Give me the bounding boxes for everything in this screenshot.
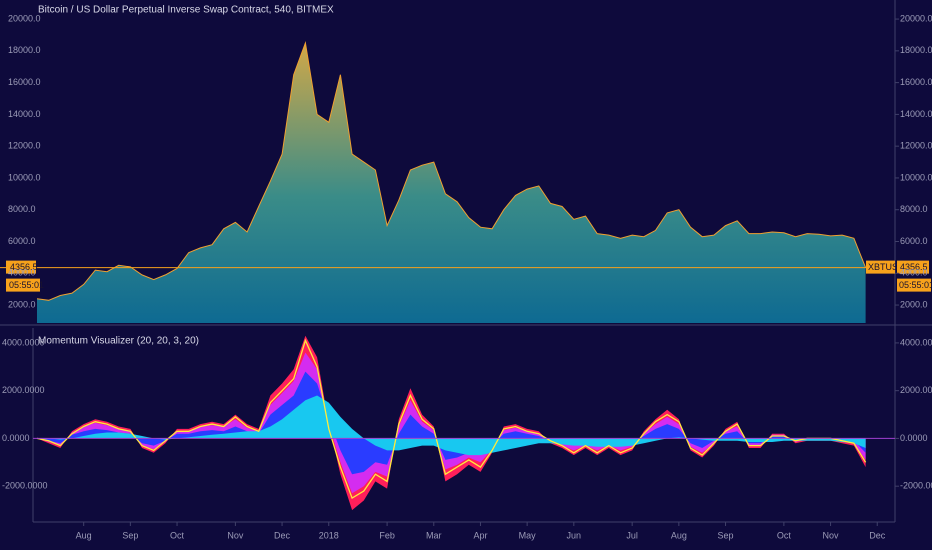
y-tick-label-left: 2000.0000 xyxy=(2,385,45,395)
y-tick-label-right: 10000.0 xyxy=(900,172,932,182)
y-tick-label-right: -2000.0000 xyxy=(900,481,932,491)
x-tick-label: Jun xyxy=(567,530,582,540)
x-tick-label: Nov xyxy=(823,530,840,540)
x-tick-label: Sep xyxy=(122,530,138,540)
y-tick-label-left: 14000.0 xyxy=(8,109,41,119)
y-tick-label-left: 6000.0 xyxy=(8,236,36,246)
x-tick-label: Oct xyxy=(777,530,792,540)
y-tick-label-right: 16000.0 xyxy=(900,77,932,87)
y-tick-label-left: 4000.0 xyxy=(8,268,36,278)
countdown-label-left: 05:55:01 xyxy=(9,280,44,290)
symbol-tag xyxy=(866,260,895,274)
x-tick-label: Nov xyxy=(227,530,244,540)
countdown-label-right: 05:55:01 xyxy=(899,280,932,290)
y-tick-label-left: 2000.0 xyxy=(8,299,36,309)
x-tick-label: 2018 xyxy=(319,530,339,540)
y-tick-label-right: 14000.0 xyxy=(900,109,932,119)
y-tick-label-left: 12000.0 xyxy=(8,141,41,151)
x-tick-label: Feb xyxy=(379,530,395,540)
y-tick-label-left: 20000.0 xyxy=(8,13,41,23)
price-area xyxy=(37,42,866,324)
momentum-area xyxy=(37,395,866,456)
y-tick-label-left: 16000.0 xyxy=(8,77,41,87)
x-tick-label: Aug xyxy=(76,530,92,540)
y-tick-label-right: 12000.0 xyxy=(900,141,932,151)
x-tick-label: Sep xyxy=(718,530,734,540)
momentum-area xyxy=(37,371,866,475)
y-tick-label-right: 4000.0000 xyxy=(900,337,932,347)
last-price-tag-left xyxy=(6,260,36,274)
momentum-area xyxy=(37,352,866,494)
y-tick-label-right: 18000.0 xyxy=(900,45,932,55)
last-price-label-right: 4356.5 xyxy=(900,262,928,272)
chart-title: Bitcoin / US Dollar Perpetual Inverse Sw… xyxy=(38,5,334,16)
price-line xyxy=(36,40,867,301)
y-tick-label-right: 4000.0 xyxy=(900,268,928,278)
momentum-line xyxy=(36,338,867,500)
x-tick-label: Apr xyxy=(473,530,487,540)
y-tick-label-right: 20000.0 xyxy=(900,13,932,23)
y-tick-label-left: 8000.0 xyxy=(8,204,36,214)
x-tick-label: Dec xyxy=(274,530,291,540)
x-tick-label: Aug xyxy=(671,530,687,540)
countdown-tag-right xyxy=(897,278,931,292)
y-tick-label-left: 10000.0 xyxy=(8,172,41,182)
last-price-label-left: 4356.5 xyxy=(10,262,38,272)
y-tick-label-left: -2000.0000 xyxy=(2,481,48,491)
last-price-tag-right xyxy=(897,260,929,274)
y-tick-label-right: 6000.0 xyxy=(900,236,928,246)
oscillator-pane xyxy=(33,335,895,511)
momentum-area xyxy=(37,335,866,511)
y-tick-label-right: 2000.0 xyxy=(900,299,928,309)
symbol-label: XBTUSD xyxy=(868,262,905,272)
x-tick-label: May xyxy=(519,530,537,540)
y-tick-label-left: 4000.0000 xyxy=(2,337,45,347)
y-tick-label-right: 0.0000 xyxy=(900,433,928,443)
y-tick-label-right: 8000.0 xyxy=(900,204,928,214)
y-tick-label-left: 0.0000 xyxy=(2,433,30,443)
indicator-title: Momentum Visualizer (20, 20, 3, 20) xyxy=(38,336,199,347)
x-tick-label: Jul xyxy=(626,530,638,540)
x-tick-label: Oct xyxy=(170,530,185,540)
y-tick-label-right: 2000.0000 xyxy=(900,385,932,395)
x-tick-label: Dec xyxy=(869,530,886,540)
y-tick-label-left: 18000.0 xyxy=(8,45,41,55)
x-tick-label: Mar xyxy=(426,530,442,540)
countdown-tag-left xyxy=(6,278,40,292)
